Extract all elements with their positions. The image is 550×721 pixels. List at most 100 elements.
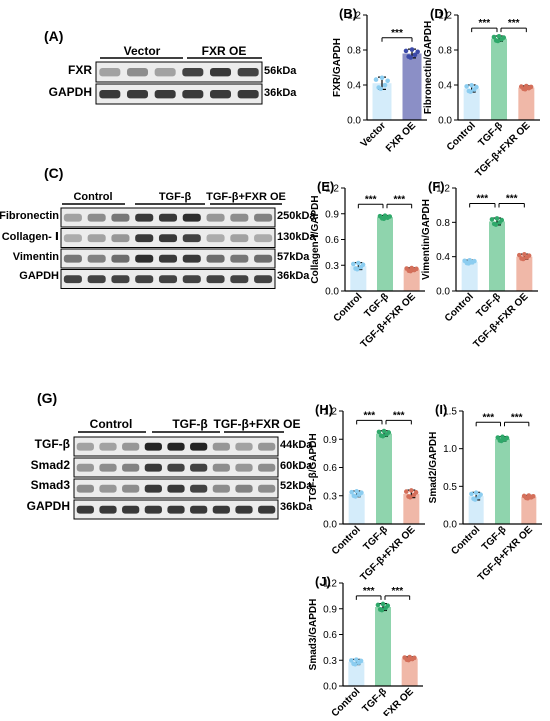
data-point — [352, 661, 358, 667]
blot-band — [190, 505, 208, 514]
data-point — [472, 258, 477, 264]
y-axis-label: Smad3/GAPDH — [308, 599, 319, 671]
blot-band — [254, 213, 273, 222]
data-point — [491, 34, 497, 40]
blot-band — [190, 442, 208, 451]
chart-h: (H)0.00.30.60.91.2TGF-β/GAPDHControlTGF-… — [308, 402, 425, 583]
data-point — [407, 494, 413, 500]
significance-label: *** — [391, 586, 403, 597]
blot-band — [111, 254, 130, 263]
data-point — [376, 429, 382, 435]
bar — [495, 438, 510, 524]
blot-kda-gapdh-c: 36kDa — [277, 270, 310, 282]
blot-kda-tgfb: 44kDa — [280, 439, 313, 451]
bar — [403, 269, 420, 291]
panel-c-group-tgfb: TGF-β — [159, 191, 192, 203]
blot-band — [144, 484, 162, 493]
blot-kda-smad3: 52kDa — [280, 480, 313, 492]
blot-band — [182, 234, 201, 243]
blot-label-smad3: Smad3 — [31, 478, 71, 492]
blot-band — [63, 234, 82, 243]
data-point — [354, 266, 360, 272]
data-point — [469, 491, 474, 497]
bar — [401, 658, 418, 686]
blot-band — [237, 90, 259, 99]
blot-image-g — [73, 436, 279, 520]
blot-label-gapdh-c: GAPDH — [19, 270, 59, 282]
y-tick-label: 0.9 — [323, 435, 337, 446]
y-tick-label: 0.4 — [438, 81, 452, 92]
bar — [489, 221, 505, 291]
bar — [377, 217, 393, 291]
blot-strip — [95, 83, 263, 105]
blot-band — [182, 254, 201, 263]
significance-label: *** — [391, 28, 403, 39]
bar — [403, 493, 420, 524]
blot-band — [122, 505, 140, 514]
data-point — [409, 47, 415, 52]
panel-a-group-fxr-oe: FXR OE — [202, 44, 247, 58]
blot-band — [158, 275, 178, 284]
blot-label-gapdh-g: GAPDH — [27, 499, 70, 513]
y-tick-label: 1.0 — [443, 444, 457, 455]
data-point — [501, 35, 507, 40]
significance-label: *** — [363, 586, 375, 597]
y-axis-label: Vimentin/GAPDH — [421, 199, 432, 280]
y-tick-label: 1.2 — [436, 184, 450, 195]
significance-label: *** — [482, 412, 494, 423]
y-tick-label: 0.6 — [323, 463, 337, 474]
panel-c-letter: (C) — [44, 165, 63, 181]
blot-band — [212, 505, 230, 514]
data-point — [528, 84, 534, 90]
data-point — [526, 253, 532, 258]
data-point — [474, 84, 479, 90]
bar — [402, 53, 422, 120]
blot-band — [154, 90, 176, 99]
data-point — [354, 489, 359, 494]
y-tick-label: 0.3 — [325, 261, 339, 272]
data-point — [464, 84, 469, 89]
panel-letter: (H) — [315, 402, 333, 417]
bar — [516, 256, 533, 291]
data-point — [386, 430, 392, 435]
data-point — [412, 52, 418, 58]
bar — [491, 38, 507, 120]
data-point — [359, 490, 364, 496]
bar — [518, 87, 535, 120]
y-tick-label: 0.5 — [443, 482, 457, 493]
blot-band — [111, 213, 130, 222]
blot-kda-fibronectin: 250kDa — [277, 210, 316, 222]
significance-label: *** — [365, 194, 377, 205]
blot-band — [99, 68, 121, 77]
y-tick-label: 1.2 — [347, 11, 361, 22]
y-tick-label: 0.9 — [325, 209, 339, 220]
significance-label: *** — [393, 410, 405, 421]
data-point — [409, 488, 414, 493]
blot-band — [237, 68, 259, 77]
blot-band — [99, 463, 117, 472]
bar — [350, 266, 367, 291]
data-point — [379, 607, 385, 613]
data-point — [530, 493, 536, 499]
blot-label-collagen: Collagen- Ⅰ — [2, 231, 59, 243]
blot-band — [258, 442, 276, 451]
data-point — [473, 490, 479, 496]
blot-band — [99, 484, 117, 493]
y-tick-label: 0.6 — [325, 235, 339, 246]
data-point — [382, 82, 388, 88]
blot-band — [63, 275, 82, 284]
blot-band — [99, 442, 117, 451]
bar — [348, 661, 365, 686]
blot-band — [135, 254, 154, 263]
blot-band — [126, 90, 149, 99]
blot-band — [122, 442, 140, 451]
blot-kda-vimentin: 57kDa — [277, 251, 310, 263]
blot-band — [99, 505, 117, 514]
panel-g-group-control: Control — [90, 417, 133, 431]
y-axis-label: FXR/GAPDH — [332, 38, 343, 97]
blot-band — [76, 463, 94, 472]
significance-label: *** — [511, 412, 523, 423]
chart-d: (D)0.00.40.81.2Fibronectin/GAPDHControlT… — [423, 6, 540, 179]
blot-band — [212, 463, 230, 472]
